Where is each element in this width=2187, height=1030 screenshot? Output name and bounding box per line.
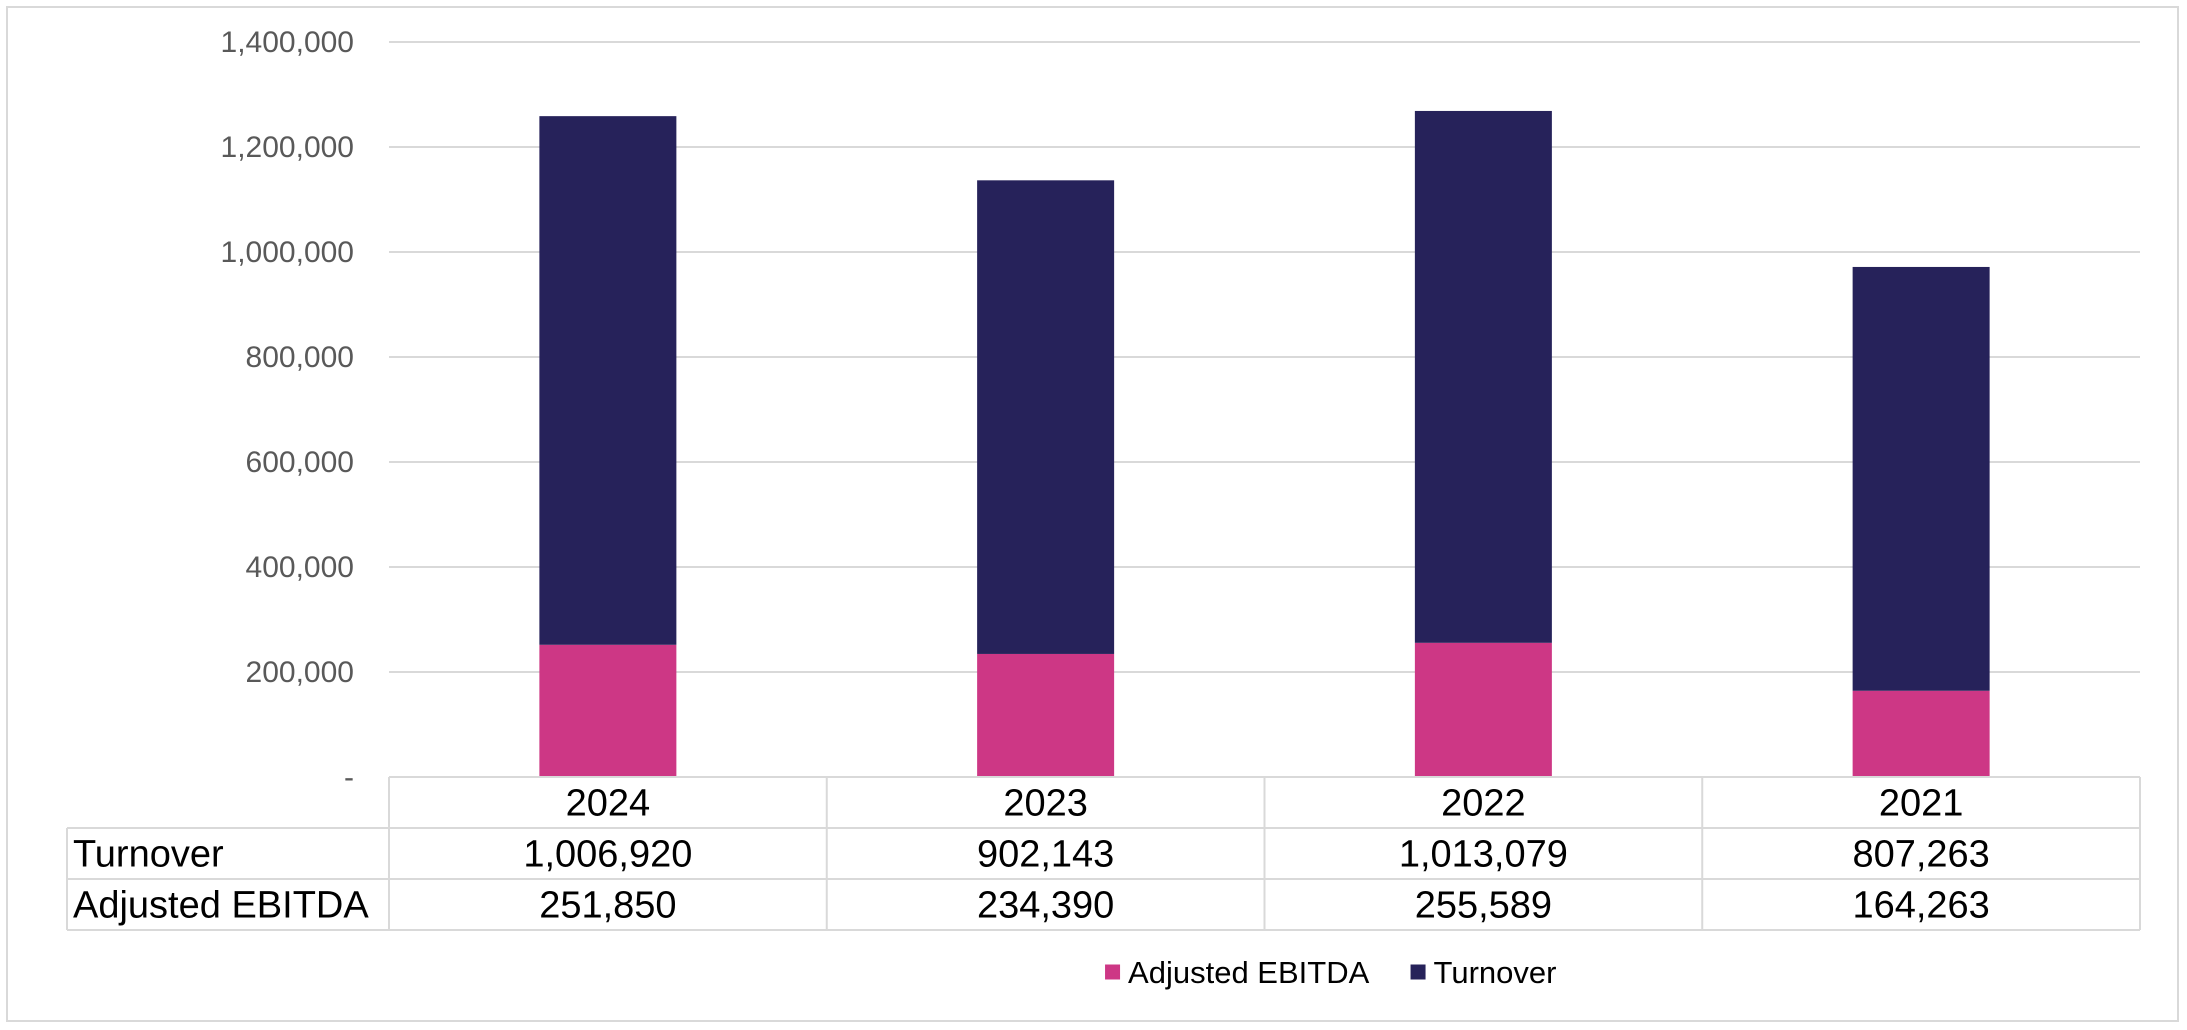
- bar-adjusted-ebitda: [539, 644, 677, 777]
- y-tick-label: 200,000: [246, 656, 354, 689]
- legend: Adjusted EBITDA Turnover: [1105, 955, 1556, 990]
- y-tick-label: 400,000: [246, 551, 354, 584]
- legend-label: Adjusted EBITDA: [1128, 955, 1370, 990]
- table-cell: 251,850: [539, 885, 676, 927]
- table-cell: 1,013,079: [1399, 834, 1568, 876]
- table-row-label: Turnover: [73, 834, 224, 876]
- table-cell: 807,263: [1852, 834, 1989, 876]
- bar-adjusted-ebitda: [977, 653, 1115, 777]
- bar-adjusted-ebitda: [1414, 642, 1552, 777]
- legend-swatch: [1410, 964, 1426, 980]
- bar-turnover: [977, 180, 1115, 654]
- gridlines: [389, 41, 2140, 673]
- y-tick-label: 600,000: [246, 446, 354, 479]
- y-tick-label: 1,000,000: [221, 236, 354, 269]
- x-tick-label: 2024: [566, 783, 651, 825]
- legend-swatch: [1105, 964, 1121, 980]
- y-axis: - 200,000 400,000 600,000 800,000 1,000,000 1,…: [221, 26, 354, 794]
- y-tick-label: 800,000: [246, 341, 354, 374]
- table-cell: 164,263: [1852, 885, 1989, 927]
- chart-frame: [6, 6, 2179, 1022]
- y-tick-label: 1,400,000: [221, 26, 354, 59]
- bar-adjusted-ebitda: [1852, 690, 1990, 777]
- bar-turnover: [1852, 266, 1990, 691]
- table-cell: 1,006,920: [523, 834, 692, 876]
- table-cell: 255,589: [1415, 885, 1552, 927]
- data-table: 2024 2023 2022 2021 Turnover 1,006,920 902,143…: [66, 776, 2141, 931]
- y-tick-label: -: [344, 761, 354, 794]
- legend-label: Turnover: [1434, 955, 1557, 990]
- table-row-label: Adjusted EBITDA: [73, 885, 369, 927]
- bars: [539, 110, 1990, 777]
- table-cell: 902,143: [977, 834, 1114, 876]
- table-cell: 234,390: [977, 885, 1114, 927]
- bar-turnover: [539, 116, 677, 645]
- y-tick-label: 1,200,000: [221, 131, 354, 164]
- x-tick-label: 2021: [1879, 783, 1964, 825]
- x-tick-label: 2023: [1003, 783, 1088, 825]
- bar-turnover: [1414, 110, 1552, 643]
- x-tick-label: 2022: [1441, 783, 1526, 825]
